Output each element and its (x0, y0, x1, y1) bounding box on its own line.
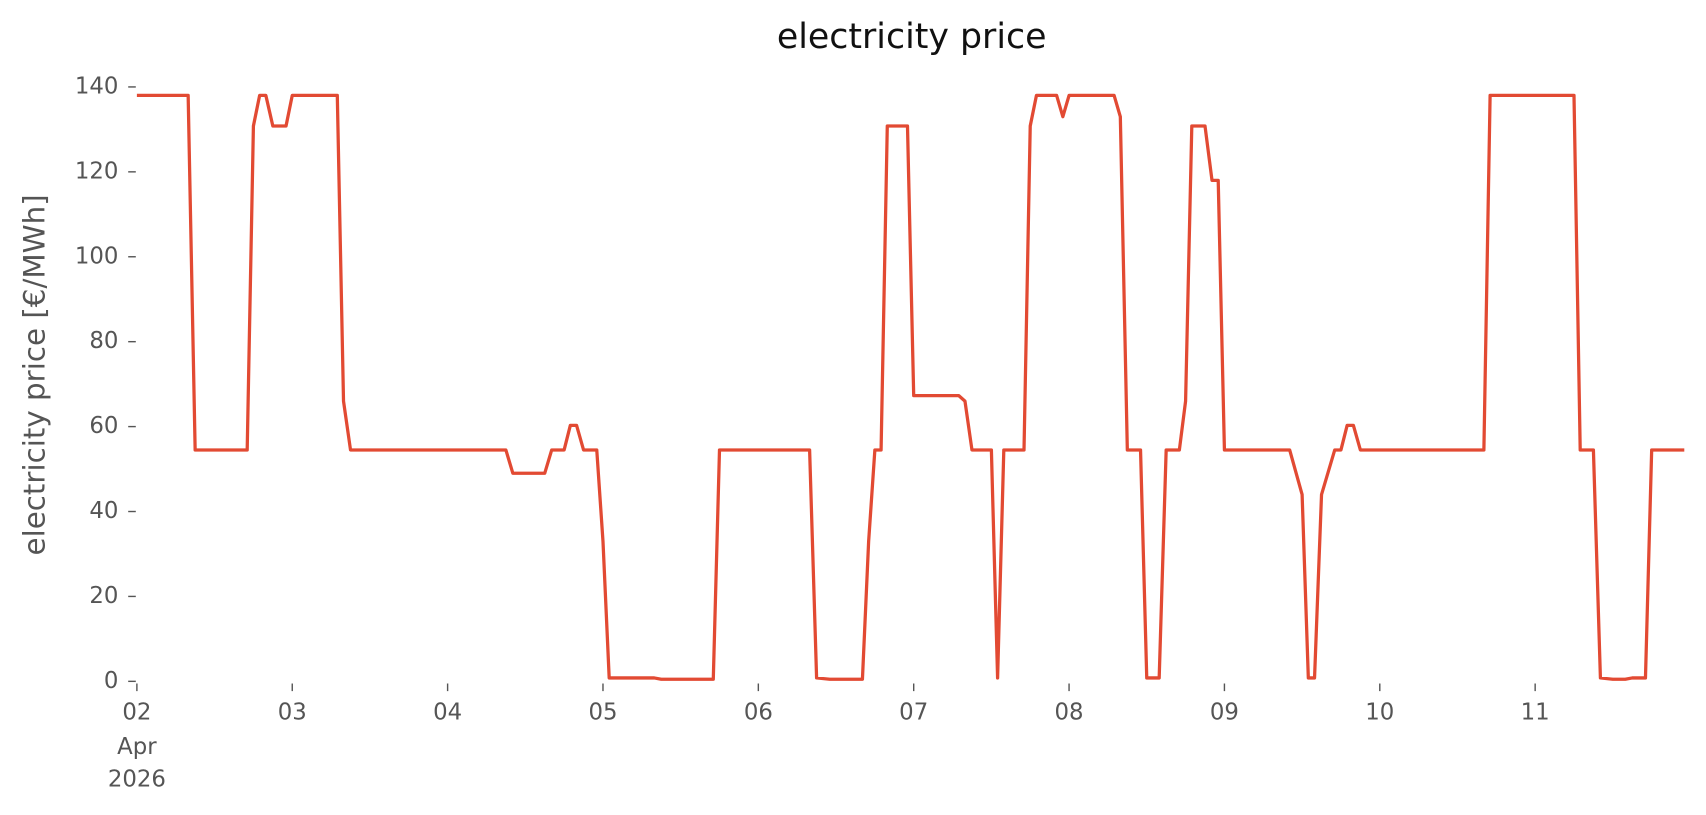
x-tick-label: 04 (433, 699, 462, 725)
x-tick-label: 11 (1521, 699, 1550, 725)
y-axis-label: electricity price [€/MWh] (17, 194, 51, 555)
y-tick-label: 0 (104, 668, 119, 694)
y-tick-label: 60 (89, 413, 118, 439)
y-tick-label: 20 (89, 583, 118, 609)
y-tick-label: 120 (75, 158, 119, 184)
y-tick-label: 100 (75, 243, 119, 269)
x-tick-label: 09 (1210, 699, 1239, 725)
x-tick-sublabel: 2026 (108, 767, 166, 793)
x-tick-label: 02 (122, 699, 151, 725)
x-tick-label: 06 (744, 699, 773, 725)
x-tick-label: 08 (1055, 699, 1084, 725)
y-tick-label: 140 (75, 73, 119, 99)
x-tick-label: 03 (278, 699, 307, 725)
price-line (136, 93, 1685, 681)
x-tick-label: 07 (899, 699, 928, 725)
chart-title: electricity price (777, 17, 1047, 57)
y-tick-label: 40 (89, 498, 118, 524)
x-tick-label: 05 (588, 699, 617, 725)
x-tick-label: 10 (1365, 699, 1394, 725)
y-tick-label: 80 (89, 328, 118, 354)
x-tick-sublabel: Apr (117, 734, 157, 760)
